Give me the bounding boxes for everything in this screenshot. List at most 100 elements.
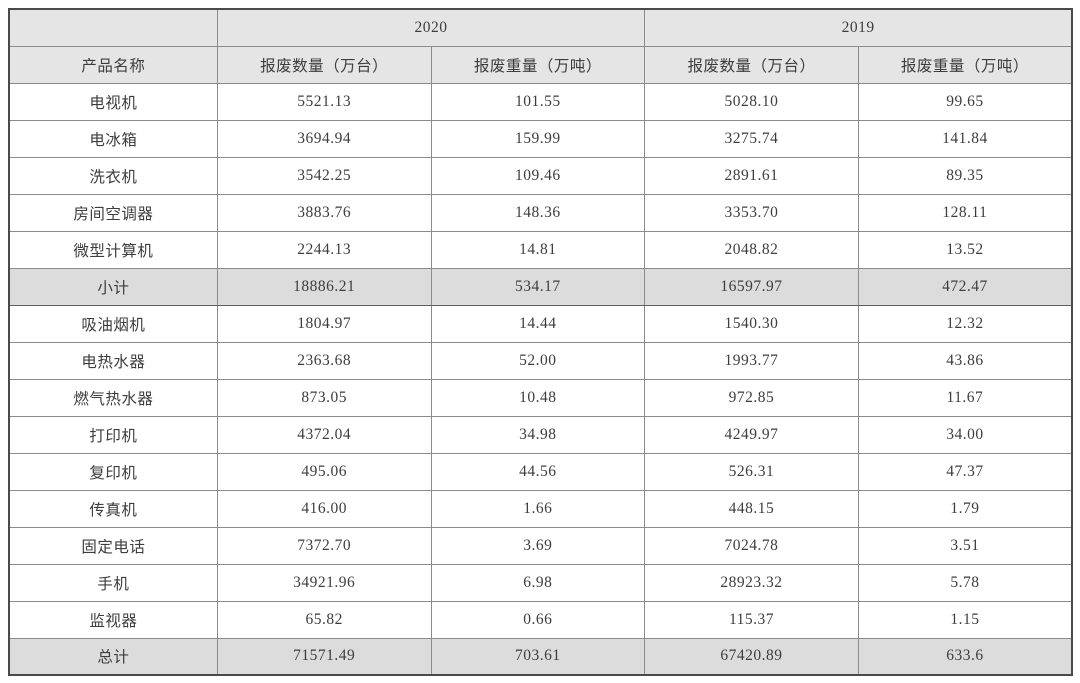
weight-2020-cell: 703.61 bbox=[430, 637, 646, 676]
table-row: 电冰箱 3694.94 159.99 3275.74 141.84 bbox=[8, 119, 1073, 158]
quantity-2020-cell: 2363.68 bbox=[216, 341, 432, 380]
weight-2019-cell: 633.6 bbox=[857, 637, 1073, 676]
weight-2020-cell: 109.46 bbox=[430, 156, 646, 195]
product-name-cell: 传真机 bbox=[8, 489, 218, 528]
table-row: 监视器 65.82 0.66 115.37 1.15 bbox=[8, 600, 1073, 639]
table-row: 微型计算机 2244.13 14.81 2048.82 13.52 bbox=[8, 230, 1073, 269]
product-name-cell: 小计 bbox=[8, 267, 218, 306]
quantity-2019-cell: 526.31 bbox=[644, 452, 859, 491]
weight-2019-cell: 11.67 bbox=[857, 378, 1073, 417]
product-name-cell: 电冰箱 bbox=[8, 119, 218, 158]
weight-2020-cell: 14.81 bbox=[430, 230, 646, 269]
product-name-cell: 房间空调器 bbox=[8, 193, 218, 232]
scrap-products-table-container: 2020 2019 产品名称 报废数量（万台） 报废重量（万吨） 报废数量（万台… bbox=[8, 8, 1073, 676]
table-row: 传真机 416.00 1.66 448.15 1.79 bbox=[8, 489, 1073, 528]
product-name-cell: 燃气热水器 bbox=[8, 378, 218, 417]
scrap-weight-2019-header: 报废重量（万吨） bbox=[857, 45, 1073, 84]
quantity-2019-cell: 1993.77 bbox=[644, 341, 859, 380]
product-name-cell: 总计 bbox=[8, 637, 218, 676]
weight-2020-cell: 52.00 bbox=[430, 341, 646, 380]
quantity-2020-cell: 34921.96 bbox=[216, 563, 432, 602]
weight-2019-cell: 3.51 bbox=[857, 526, 1073, 565]
year-2019-header: 2019 bbox=[644, 8, 1073, 47]
weight-2019-cell: 5.78 bbox=[857, 563, 1073, 602]
weight-2020-cell: 34.98 bbox=[430, 415, 646, 454]
quantity-2019-cell: 5028.10 bbox=[644, 82, 859, 121]
table-row: 电热水器 2363.68 52.00 1993.77 43.86 bbox=[8, 341, 1073, 380]
product-name-cell: 电视机 bbox=[8, 82, 218, 121]
year-header-row: 2020 2019 bbox=[8, 8, 1073, 47]
weight-2019-cell: 99.65 bbox=[857, 82, 1073, 121]
scrap-weight-2020-header: 报废重量（万吨） bbox=[430, 45, 646, 84]
quantity-2020-cell: 3542.25 bbox=[216, 156, 432, 195]
quantity-2020-cell: 873.05 bbox=[216, 378, 432, 417]
quantity-2019-cell: 7024.78 bbox=[644, 526, 859, 565]
table-row: 复印机 495.06 44.56 526.31 47.37 bbox=[8, 452, 1073, 491]
weight-2019-cell: 472.47 bbox=[857, 267, 1073, 306]
weight-2019-cell: 12.32 bbox=[857, 304, 1073, 343]
table-row: 电视机 5521.13 101.55 5028.10 99.65 bbox=[8, 82, 1073, 121]
scrap-products-table: 2020 2019 产品名称 报废数量（万台） 报废重量（万吨） 报废数量（万台… bbox=[8, 8, 1073, 676]
weight-2019-cell: 1.15 bbox=[857, 600, 1073, 639]
table-row: 总计 71571.49 703.61 67420.89 633.6 bbox=[8, 637, 1073, 676]
quantity-2020-cell: 7372.70 bbox=[216, 526, 432, 565]
weight-2020-cell: 1.66 bbox=[430, 489, 646, 528]
quantity-2020-cell: 4372.04 bbox=[216, 415, 432, 454]
quantity-2019-cell: 4249.97 bbox=[644, 415, 859, 454]
quantity-2019-cell: 1540.30 bbox=[644, 304, 859, 343]
quantity-2020-cell: 495.06 bbox=[216, 452, 432, 491]
table-row: 手机 34921.96 6.98 28923.32 5.78 bbox=[8, 563, 1073, 602]
quantity-2019-cell: 3275.74 bbox=[644, 119, 859, 158]
weight-2019-cell: 34.00 bbox=[857, 415, 1073, 454]
column-header-row: 产品名称 报废数量（万台） 报废重量（万吨） 报废数量（万台） 报废重量（万吨） bbox=[8, 45, 1073, 84]
quantity-2019-cell: 2048.82 bbox=[644, 230, 859, 269]
weight-2020-cell: 10.48 bbox=[430, 378, 646, 417]
year-2020-header: 2020 bbox=[216, 8, 646, 47]
product-name-cell: 监视器 bbox=[8, 600, 218, 639]
table-row: 小计 18886.21 534.17 16597.97 472.47 bbox=[8, 267, 1073, 306]
weight-2019-cell: 43.86 bbox=[857, 341, 1073, 380]
weight-2020-cell: 14.44 bbox=[430, 304, 646, 343]
quantity-2019-cell: 3353.70 bbox=[644, 193, 859, 232]
product-name-cell: 电热水器 bbox=[8, 341, 218, 380]
product-name-cell: 固定电话 bbox=[8, 526, 218, 565]
table-row: 洗衣机 3542.25 109.46 2891.61 89.35 bbox=[8, 156, 1073, 195]
quantity-2020-cell: 2244.13 bbox=[216, 230, 432, 269]
quantity-2020-cell: 5521.13 bbox=[216, 82, 432, 121]
quantity-2019-cell: 16597.97 bbox=[644, 267, 859, 306]
weight-2020-cell: 159.99 bbox=[430, 119, 646, 158]
quantity-2020-cell: 3883.76 bbox=[216, 193, 432, 232]
product-name-header: 产品名称 bbox=[8, 45, 218, 84]
quantity-2020-cell: 1804.97 bbox=[216, 304, 432, 343]
scrap-quantity-2020-header: 报废数量（万台） bbox=[216, 45, 432, 84]
quantity-2020-cell: 65.82 bbox=[216, 600, 432, 639]
weight-2020-cell: 44.56 bbox=[430, 452, 646, 491]
product-name-cell: 手机 bbox=[8, 563, 218, 602]
table-row: 固定电话 7372.70 3.69 7024.78 3.51 bbox=[8, 526, 1073, 565]
weight-2019-cell: 141.84 bbox=[857, 119, 1073, 158]
table-row: 吸油烟机 1804.97 14.44 1540.30 12.32 bbox=[8, 304, 1073, 343]
product-name-cell: 打印机 bbox=[8, 415, 218, 454]
quantity-2019-cell: 115.37 bbox=[644, 600, 859, 639]
quantity-2020-cell: 416.00 bbox=[216, 489, 432, 528]
product-name-cell: 微型计算机 bbox=[8, 230, 218, 269]
weight-2019-cell: 13.52 bbox=[857, 230, 1073, 269]
weight-2019-cell: 128.11 bbox=[857, 193, 1073, 232]
product-name-cell: 复印机 bbox=[8, 452, 218, 491]
quantity-2020-cell: 18886.21 bbox=[216, 267, 432, 306]
table-row: 燃气热水器 873.05 10.48 972.85 11.67 bbox=[8, 378, 1073, 417]
scrap-quantity-2019-header: 报废数量（万台） bbox=[644, 45, 859, 84]
quantity-2019-cell: 2891.61 bbox=[644, 156, 859, 195]
quantity-2020-cell: 3694.94 bbox=[216, 119, 432, 158]
table-body: 电视机 5521.13 101.55 5028.10 99.65 电冰箱 369… bbox=[8, 82, 1073, 676]
corner-empty-cell bbox=[8, 8, 218, 47]
weight-2020-cell: 3.69 bbox=[430, 526, 646, 565]
table-header: 2020 2019 产品名称 报废数量（万台） 报废重量（万吨） 报废数量（万台… bbox=[8, 8, 1073, 84]
product-name-cell: 洗衣机 bbox=[8, 156, 218, 195]
weight-2020-cell: 148.36 bbox=[430, 193, 646, 232]
weight-2019-cell: 47.37 bbox=[857, 452, 1073, 491]
quantity-2019-cell: 972.85 bbox=[644, 378, 859, 417]
weight-2020-cell: 6.98 bbox=[430, 563, 646, 602]
table-row: 房间空调器 3883.76 148.36 3353.70 128.11 bbox=[8, 193, 1073, 232]
product-name-cell: 吸油烟机 bbox=[8, 304, 218, 343]
